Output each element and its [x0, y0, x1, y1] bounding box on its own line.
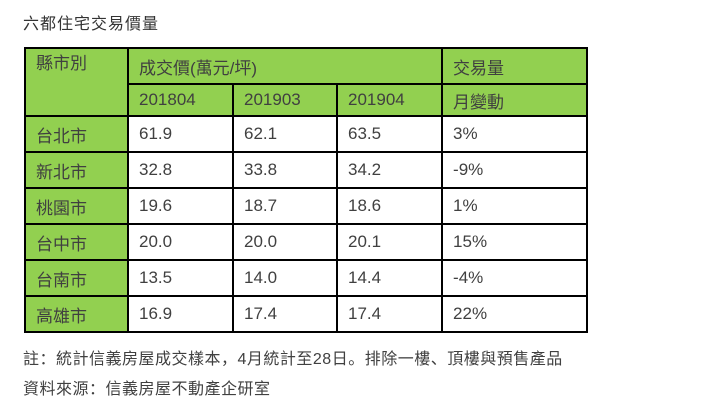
change-cell: -4%: [441, 259, 589, 297]
city-cell: 高雄市: [24, 295, 129, 333]
report-title: 六都住宅交易價量: [23, 16, 160, 33]
header-period-3: 201904: [335, 83, 444, 117]
table-row-taipei: 台北市 61.9 62.1 63.5 3%: [24, 115, 589, 153]
city-cell: 桃園市: [24, 187, 129, 225]
price-cell: 20.1: [335, 223, 444, 261]
price-cell: 13.5: [127, 259, 234, 297]
change-cell: 3%: [441, 115, 589, 153]
footnote-note: 註：統計信義房屋成交樣本，4月統計至28日。排除一樓、頂樓與預售產品: [23, 351, 563, 368]
city-cell: 台南市: [24, 259, 129, 297]
price-cell: 17.4: [335, 295, 444, 333]
city-cell: 台北市: [24, 115, 129, 153]
change-cell: 15%: [441, 223, 589, 261]
price-cell: 61.9: [127, 115, 234, 153]
change-cell: -9%: [441, 151, 589, 189]
header-row-groups: 縣市別 成交價(萬元/坪) 交易量: [24, 47, 589, 117]
price-cell: 14.4: [335, 259, 444, 297]
price-cell: 18.6: [335, 187, 444, 225]
price-cell: 19.6: [127, 187, 234, 225]
header-price-group: 成交價(萬元/坪): [126, 47, 444, 85]
header-period-1: 201804: [127, 83, 234, 117]
price-cell: 33.8: [232, 151, 338, 189]
price-cell: 20.0: [127, 223, 234, 261]
price-cell: 14.0: [232, 259, 338, 297]
price-cell: 20.0: [232, 223, 338, 261]
city-cell: 台中市: [24, 223, 129, 261]
price-cell: 63.5: [335, 115, 444, 153]
header-period-2: 201903: [232, 83, 338, 117]
housing-price-table: 縣市別 成交價(萬元/坪) 交易量 201804 201903 201904 月…: [24, 47, 589, 333]
price-cell: 18.7: [232, 187, 338, 225]
table-row-tainan: 台南市 13.5 14.0 14.4 -4%: [24, 259, 589, 297]
change-cell: 1%: [441, 187, 589, 225]
change-cell: 22%: [441, 295, 589, 333]
header-city-col: 縣市別: [24, 47, 129, 117]
header-monthly-change: 月變動: [441, 83, 589, 117]
price-cell: 62.1: [232, 115, 338, 153]
table-row-taichung: 台中市 20.0 20.0 20.1 15%: [24, 223, 589, 261]
price-cell: 16.9: [127, 295, 234, 333]
table-row-newtaipei: 新北市 32.8 33.8 34.2 -9%: [24, 151, 589, 189]
city-cell: 新北市: [24, 151, 129, 189]
price-cell: 32.8: [127, 151, 234, 189]
footnote-source: 資料來源：信義房屋不動產企研室: [23, 381, 271, 398]
table-row-taoyuan: 桃園市 19.6 18.7 18.6 1%: [24, 187, 589, 225]
header-volume-group: 交易量: [441, 47, 589, 85]
table-row-kaohsiung: 高雄市 16.9 17.4 17.4 22%: [24, 295, 589, 333]
price-cell: 17.4: [232, 295, 338, 333]
price-cell: 34.2: [335, 151, 444, 189]
header-row-periods: 201804 201903 201904 月變動: [25, 83, 589, 117]
